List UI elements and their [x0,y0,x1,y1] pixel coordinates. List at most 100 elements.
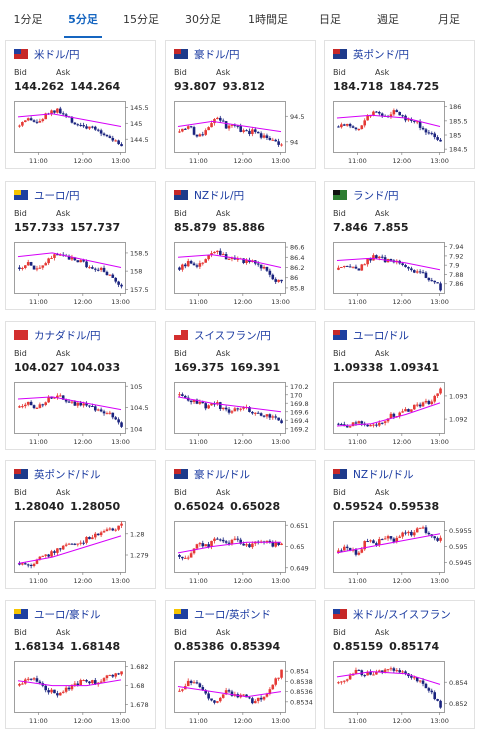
candle [415,404,419,406]
tab-6[interactable]: 日足 [319,13,341,26]
bid-value: 0.59524 [333,500,384,513]
y-tick-label: 94 [290,138,298,146]
candle [398,536,402,538]
tab-7[interactable]: 週足 [377,13,399,26]
rate-card[interactable]: NZドル/ドル Bid Ask 0.59524 0.59538 0.5955 0.595 0.… [324,460,475,589]
candle [91,267,94,269]
pair-title[interactable]: NZドル/円 [174,188,244,202]
x-tick-label: 12:00 [233,717,252,724]
tab-4[interactable]: 30分足 [185,13,221,26]
candle [56,254,59,256]
pair-name[interactable]: 米ドル/スイスフラン [353,608,451,621]
pair-title[interactable]: 豪ドル/ドル [174,467,250,481]
rate-card[interactable]: 米ドル/スイスフラン Bid Ask 0.85159 0.85174 0.854 0.852… [324,600,475,729]
pair-name[interactable]: 英ポンド/円 [353,48,410,61]
candle [436,699,439,701]
pair-title[interactable]: 豪ドル/円 [174,47,240,61]
pair-name[interactable]: NZドル/円 [194,189,245,202]
tab-1[interactable]: 1分足 [13,13,43,26]
rate-card[interactable]: 英ポンド/円 Bid Ask 184.718 184.725 186 185.5 185 184… [324,40,475,169]
pair-name[interactable]: ユーロ/豪ドル [34,608,101,621]
pair-title[interactable]: カナダドル/円 [14,328,101,342]
candle [21,406,24,408]
pair-title[interactable]: ユーロ/円 [14,188,80,202]
rate-card[interactable]: ランド/円 Bid Ask 7.846 7.855 7.94 7.92 7.9 7.88 7.86… [324,181,475,310]
pair-name[interactable]: ユーロ/英ポンド [194,608,272,621]
flag-icon [14,330,28,340]
ask-value: 93.812 [222,80,265,93]
bid-label: Bid [174,628,187,637]
rate-card[interactable]: ユーロ/豪ドル Bid Ask 1.68134 1.68148 1.682 1.68 1.67… [5,600,156,729]
pair-name[interactable]: NZドル/ドル [353,468,414,481]
pair-name[interactable]: 豪ドル/ドル [194,468,251,481]
pair-name[interactable]: ランド/円 [353,189,399,202]
rate-card[interactable]: ユーロ/英ポンド Bid Ask 0.85386 0.85394 0.854 0.8538 0… [165,600,316,729]
rate-card[interactable]: ユーロ/ドル Bid Ask 1.09338 1.09341 1.093 1.092 11:0… [324,321,475,450]
candle [216,402,219,405]
candle [256,263,260,265]
moving-average-line [17,679,122,687]
candle [366,671,369,676]
candle [96,129,100,131]
pair-title[interactable]: ユーロ/英ポンド [174,607,271,621]
pair-title[interactable]: ランド/円 [333,188,399,202]
rate-card[interactable]: ユーロ/円 Bid Ask 157.733 157.737 158.5 158 157.5 11… [5,181,156,310]
candle [198,402,202,404]
rate-card[interactable]: 豪ドル/円 Bid Ask 93.807 93.812 94.5 94 11:00 12:00 1… [165,40,316,169]
candle [236,538,240,540]
x-tick-label: 13:00 [271,298,290,305]
candle [271,139,275,141]
candle [221,539,225,542]
candle [239,539,243,544]
pair-title[interactable]: 米ドル/円 [14,47,80,61]
pair-title[interactable]: NZドル/ドル [333,467,414,481]
candle [236,125,240,127]
candle [274,542,278,547]
pair-title[interactable]: 米ドル/スイスフラン [333,607,451,621]
candle [395,670,399,672]
rate-card[interactable]: スイスフラン/円 Bid Ask 169.375 169.391 170.2 170 169.… [165,321,316,450]
pair-title[interactable]: 英ポンド/ドル [14,467,101,481]
candle [415,271,419,273]
candle [410,119,413,121]
candle [401,411,404,413]
pair-name[interactable]: 豪ドル/円 [194,48,240,61]
candle [192,263,196,266]
candle [53,110,56,113]
pair-name[interactable]: ユーロ/円 [34,189,80,202]
candle [342,124,346,126]
bid-value: 93.807 [174,80,217,93]
candle [23,404,27,407]
pair-name[interactable]: 米ドル/円 [34,48,80,61]
candle [79,402,83,406]
pair-title[interactable]: スイスフラン/円 [174,328,271,342]
bid-value: 0.85159 [333,640,384,653]
candle [35,121,39,123]
pair-name[interactable]: カナダドル/円 [34,329,101,342]
candle [70,543,74,545]
tab-3[interactable]: 15分足 [123,13,159,26]
tab-8[interactable]: 月足 [438,13,460,26]
pair-title[interactable]: ユーロ/ドル [333,328,409,342]
tab-5[interactable]: 1時間足 [248,13,288,26]
pair-title[interactable]: 英ポンド/円 [333,47,409,61]
candle [407,531,410,534]
rate-card[interactable]: 米ドル/円 Bid Ask 144.262 144.264 145.5 145 144.5 11… [5,40,156,169]
pair-name[interactable]: ユーロ/ドル [353,329,410,342]
candle [186,261,190,267]
rate-card[interactable]: カナダドル/円 Bid Ask 104.027 104.033 105 104.5 104 11… [5,321,156,450]
candle [76,543,80,545]
tab-2[interactable]: 5分足 [56,0,110,40]
x-tick-label: 11:00 [348,577,367,584]
candle [251,411,254,414]
pair-name[interactable]: 英ポンド/ドル [34,468,101,481]
pair-title[interactable]: ユーロ/豪ドル [14,607,101,621]
pair-name[interactable]: スイスフラン/円 [194,329,271,342]
rate-card[interactable]: 豪ドル/ドル Bid Ask 0.65024 0.65028 0.651 0.65 0.649… [165,460,316,589]
candle [242,258,245,263]
candle [380,539,384,541]
candle [91,406,94,408]
rate-card[interactable]: 英ポンド/ドル Bid Ask 1.28040 1.28050 1.28 1.279 11:0… [5,460,156,589]
rate-card[interactable]: NZドル/円 Bid Ask 85.879 85.886 86.6 86.4 86.2 86 85… [165,181,316,310]
x-tick-label: 13:00 [111,157,130,164]
